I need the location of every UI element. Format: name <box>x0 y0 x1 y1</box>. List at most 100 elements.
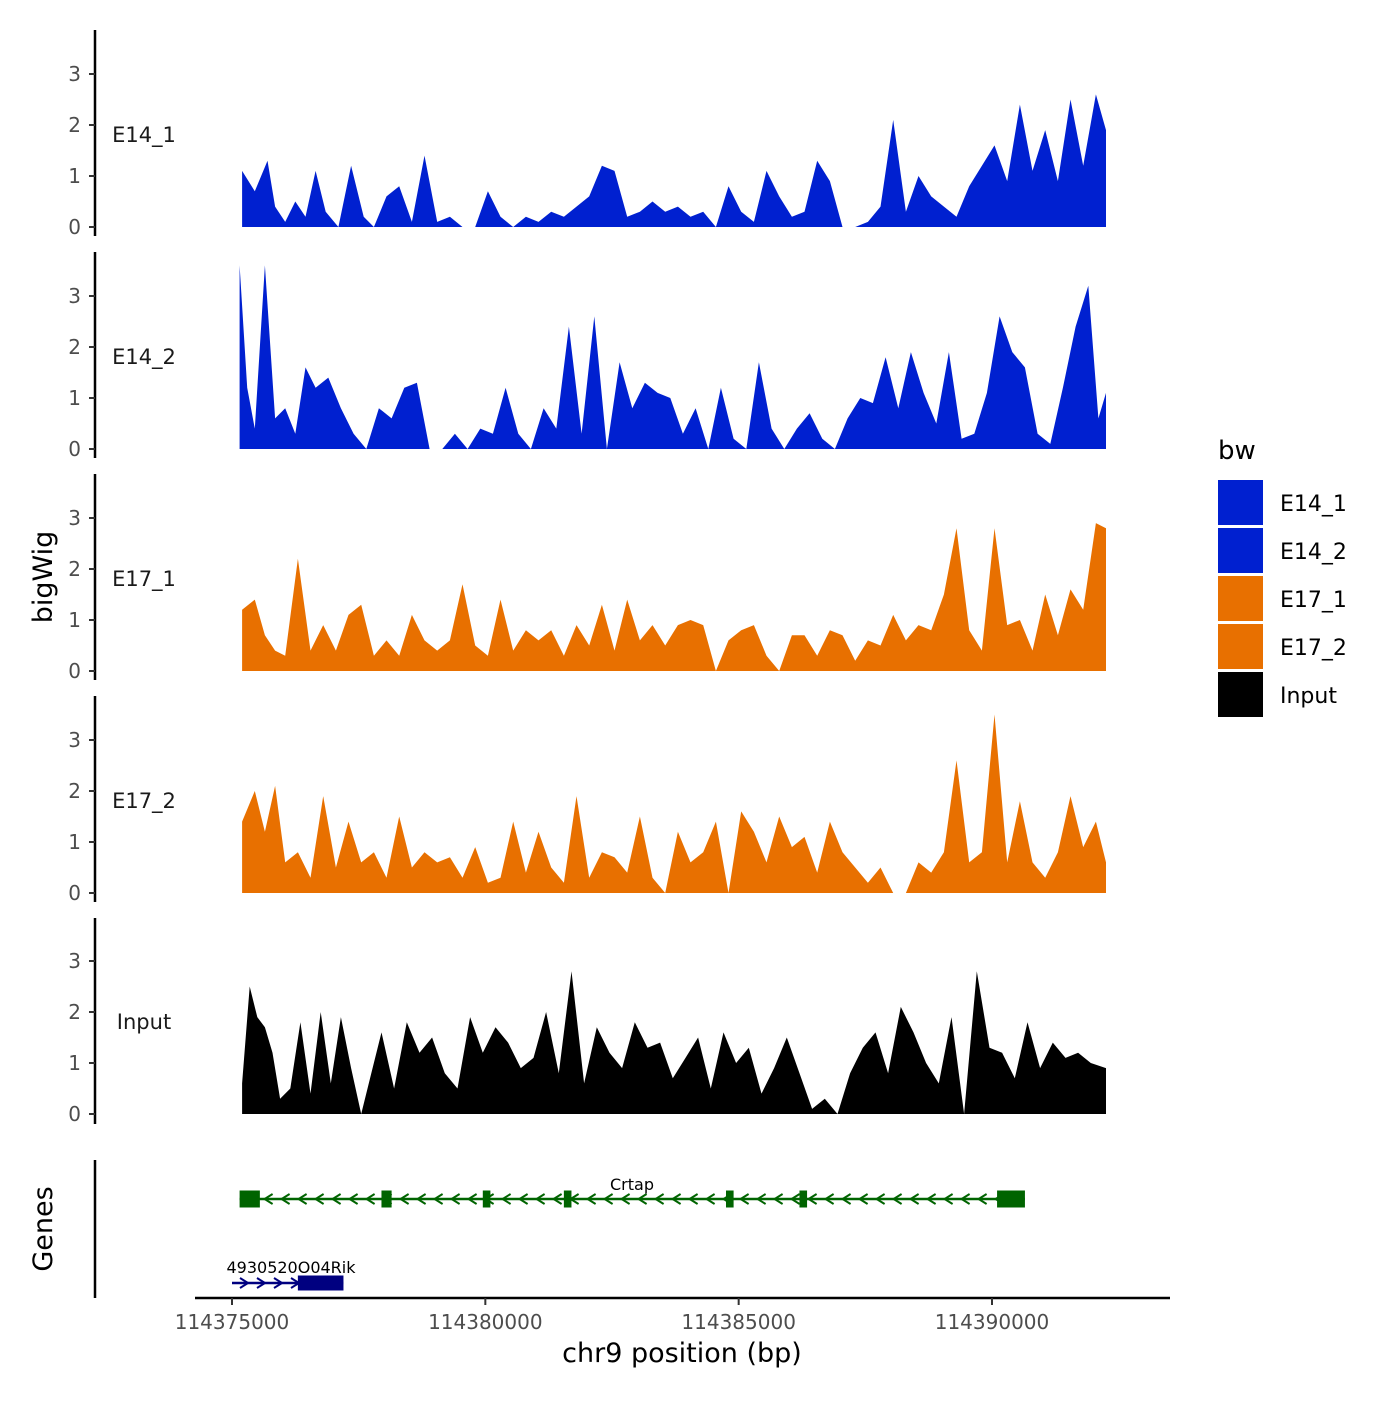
strand-arrow <box>517 1193 529 1205</box>
x-tick-label: 114380000 <box>428 1310 543 1334</box>
strand-arrow <box>636 1193 648 1205</box>
y-tick-label: 3 <box>68 949 81 973</box>
legend-swatch-E14_2 <box>1218 528 1263 573</box>
signal-tracks: 0 1 2 3 E14_1 0 1 2 3 E14_2 0 1 2 3 E17_1 0 1 2 3 E17_2 0 1 2 3… <box>68 30 1107 1126</box>
x-tick-label: 114390000 <box>935 1310 1050 1334</box>
strand-arrow <box>908 1193 920 1205</box>
strand-arrow <box>789 1193 801 1205</box>
y-tick-label: 1 <box>68 830 81 854</box>
strand-arrow <box>551 1193 563 1205</box>
y-tick-label: 2 <box>68 779 81 803</box>
strand-arrow <box>823 1193 835 1205</box>
gene-exon <box>726 1190 734 1208</box>
y-tick-label: 3 <box>68 62 81 86</box>
strand-arrow <box>279 1193 291 1205</box>
y-tick-label: 1 <box>68 386 81 410</box>
track-label: E14_1 <box>112 123 176 148</box>
y-tick-label: 2 <box>68 557 81 581</box>
strand-arrow <box>772 1193 784 1205</box>
y-tick-label: 1 <box>68 164 81 188</box>
track-E14_1: 0 1 2 3 E14_1 <box>68 30 1107 239</box>
strand-arrow <box>273 1277 284 1289</box>
gene-exon <box>482 1190 491 1208</box>
strand-arrow <box>976 1193 988 1205</box>
track-label: E17_2 <box>112 789 176 814</box>
track-label: E17_1 <box>112 567 176 592</box>
legend-swatch-E14_1 <box>1218 480 1263 525</box>
strand-arrow <box>432 1193 444 1205</box>
strand-arrow <box>942 1193 954 1205</box>
y-tick-label: 0 <box>68 215 81 239</box>
signal-area-E14_1 <box>242 94 1107 228</box>
strand-arrow <box>415 1193 427 1205</box>
strand-arrow <box>840 1193 852 1205</box>
strand-arrow <box>296 1193 308 1205</box>
y-tick-label: 2 <box>68 113 81 137</box>
gene-4930520O04Rik: 4930520O04Rik <box>226 1258 356 1291</box>
strand-arrow <box>857 1193 869 1205</box>
strand-arrow <box>619 1193 631 1205</box>
track-label: Input <box>117 1010 171 1034</box>
y-tick-label: 1 <box>68 1051 81 1075</box>
genes-axis-title: Genes <box>28 1186 59 1271</box>
legend-swatch-E17_2 <box>1218 624 1263 669</box>
gene-Crtap: Crtap <box>239 1175 1025 1208</box>
strand-arrow <box>500 1193 512 1205</box>
y-tick-label: 2 <box>68 335 81 359</box>
gene-exon <box>381 1190 392 1208</box>
x-axis: 114375000 114380000 114385000 114390000 <box>175 1296 1170 1334</box>
gene-exon <box>563 1190 572 1208</box>
y-tick-label: 3 <box>68 728 81 752</box>
strand-arrow <box>330 1193 342 1205</box>
y-tick-label: 3 <box>68 506 81 530</box>
y-tick-label: 0 <box>68 437 81 461</box>
strand-arrow <box>704 1193 716 1205</box>
gene-label: 4930520O04Rik <box>226 1258 356 1277</box>
gene-exon <box>997 1190 1025 1208</box>
strand-arrow <box>891 1193 903 1205</box>
y-tick-label: 2 <box>68 1000 81 1024</box>
legend: bw E14_1 E14_2 E17_1 E17_2 Input <box>1218 436 1347 717</box>
strand-arrow <box>959 1193 971 1205</box>
track-E17_1: 0 1 2 3 E17_1 <box>68 474 1107 683</box>
signal-area-E17_1 <box>242 523 1107 671</box>
strand-arrow <box>925 1193 937 1205</box>
y-tick-label: 0 <box>68 881 81 905</box>
y-axis-title: bigWig <box>28 531 59 624</box>
gene-exon <box>799 1190 808 1208</box>
track-label: E14_2 <box>112 345 176 370</box>
strand-arrow <box>347 1193 359 1205</box>
legend-label: E17_2 <box>1280 636 1347 661</box>
strand-arrow <box>398 1193 410 1205</box>
strand-arrow <box>670 1193 682 1205</box>
strand-arrow <box>534 1193 546 1205</box>
track-Input: 0 1 2 3 Input <box>68 918 1107 1126</box>
strand-arrow <box>738 1193 750 1205</box>
strand-arrow <box>874 1193 886 1205</box>
legend-label: Input <box>1280 684 1337 709</box>
strand-arrow <box>313 1193 325 1205</box>
gene-label: Crtap <box>610 1175 654 1194</box>
x-tick-label: 114385000 <box>681 1310 796 1334</box>
strand-arrow <box>256 1277 267 1289</box>
y-tick-label: 0 <box>68 1102 81 1126</box>
legend-label: E14_1 <box>1280 492 1347 517</box>
legend-swatch-Input <box>1218 672 1263 717</box>
strand-arrow <box>755 1193 767 1205</box>
y-tick-label: 3 <box>68 284 81 308</box>
gene-exon <box>297 1275 344 1291</box>
gene-track: Crtap 4930520O04Rik <box>93 1160 1025 1298</box>
x-axis-title: chr9 position (bp) <box>562 1338 802 1369</box>
strand-arrow <box>806 1193 818 1205</box>
y-tick-label: 1 <box>68 608 81 632</box>
track-E17_2: 0 1 2 3 E17_2 <box>68 696 1107 905</box>
strand-arrow <box>239 1277 250 1289</box>
strand-arrow <box>262 1193 274 1205</box>
strand-arrow <box>602 1193 614 1205</box>
track-E14_2: 0 1 2 3 E14_2 <box>68 252 1107 461</box>
strand-arrow <box>466 1193 478 1205</box>
legend-label: E14_2 <box>1280 540 1347 565</box>
gene-exon <box>239 1190 260 1208</box>
